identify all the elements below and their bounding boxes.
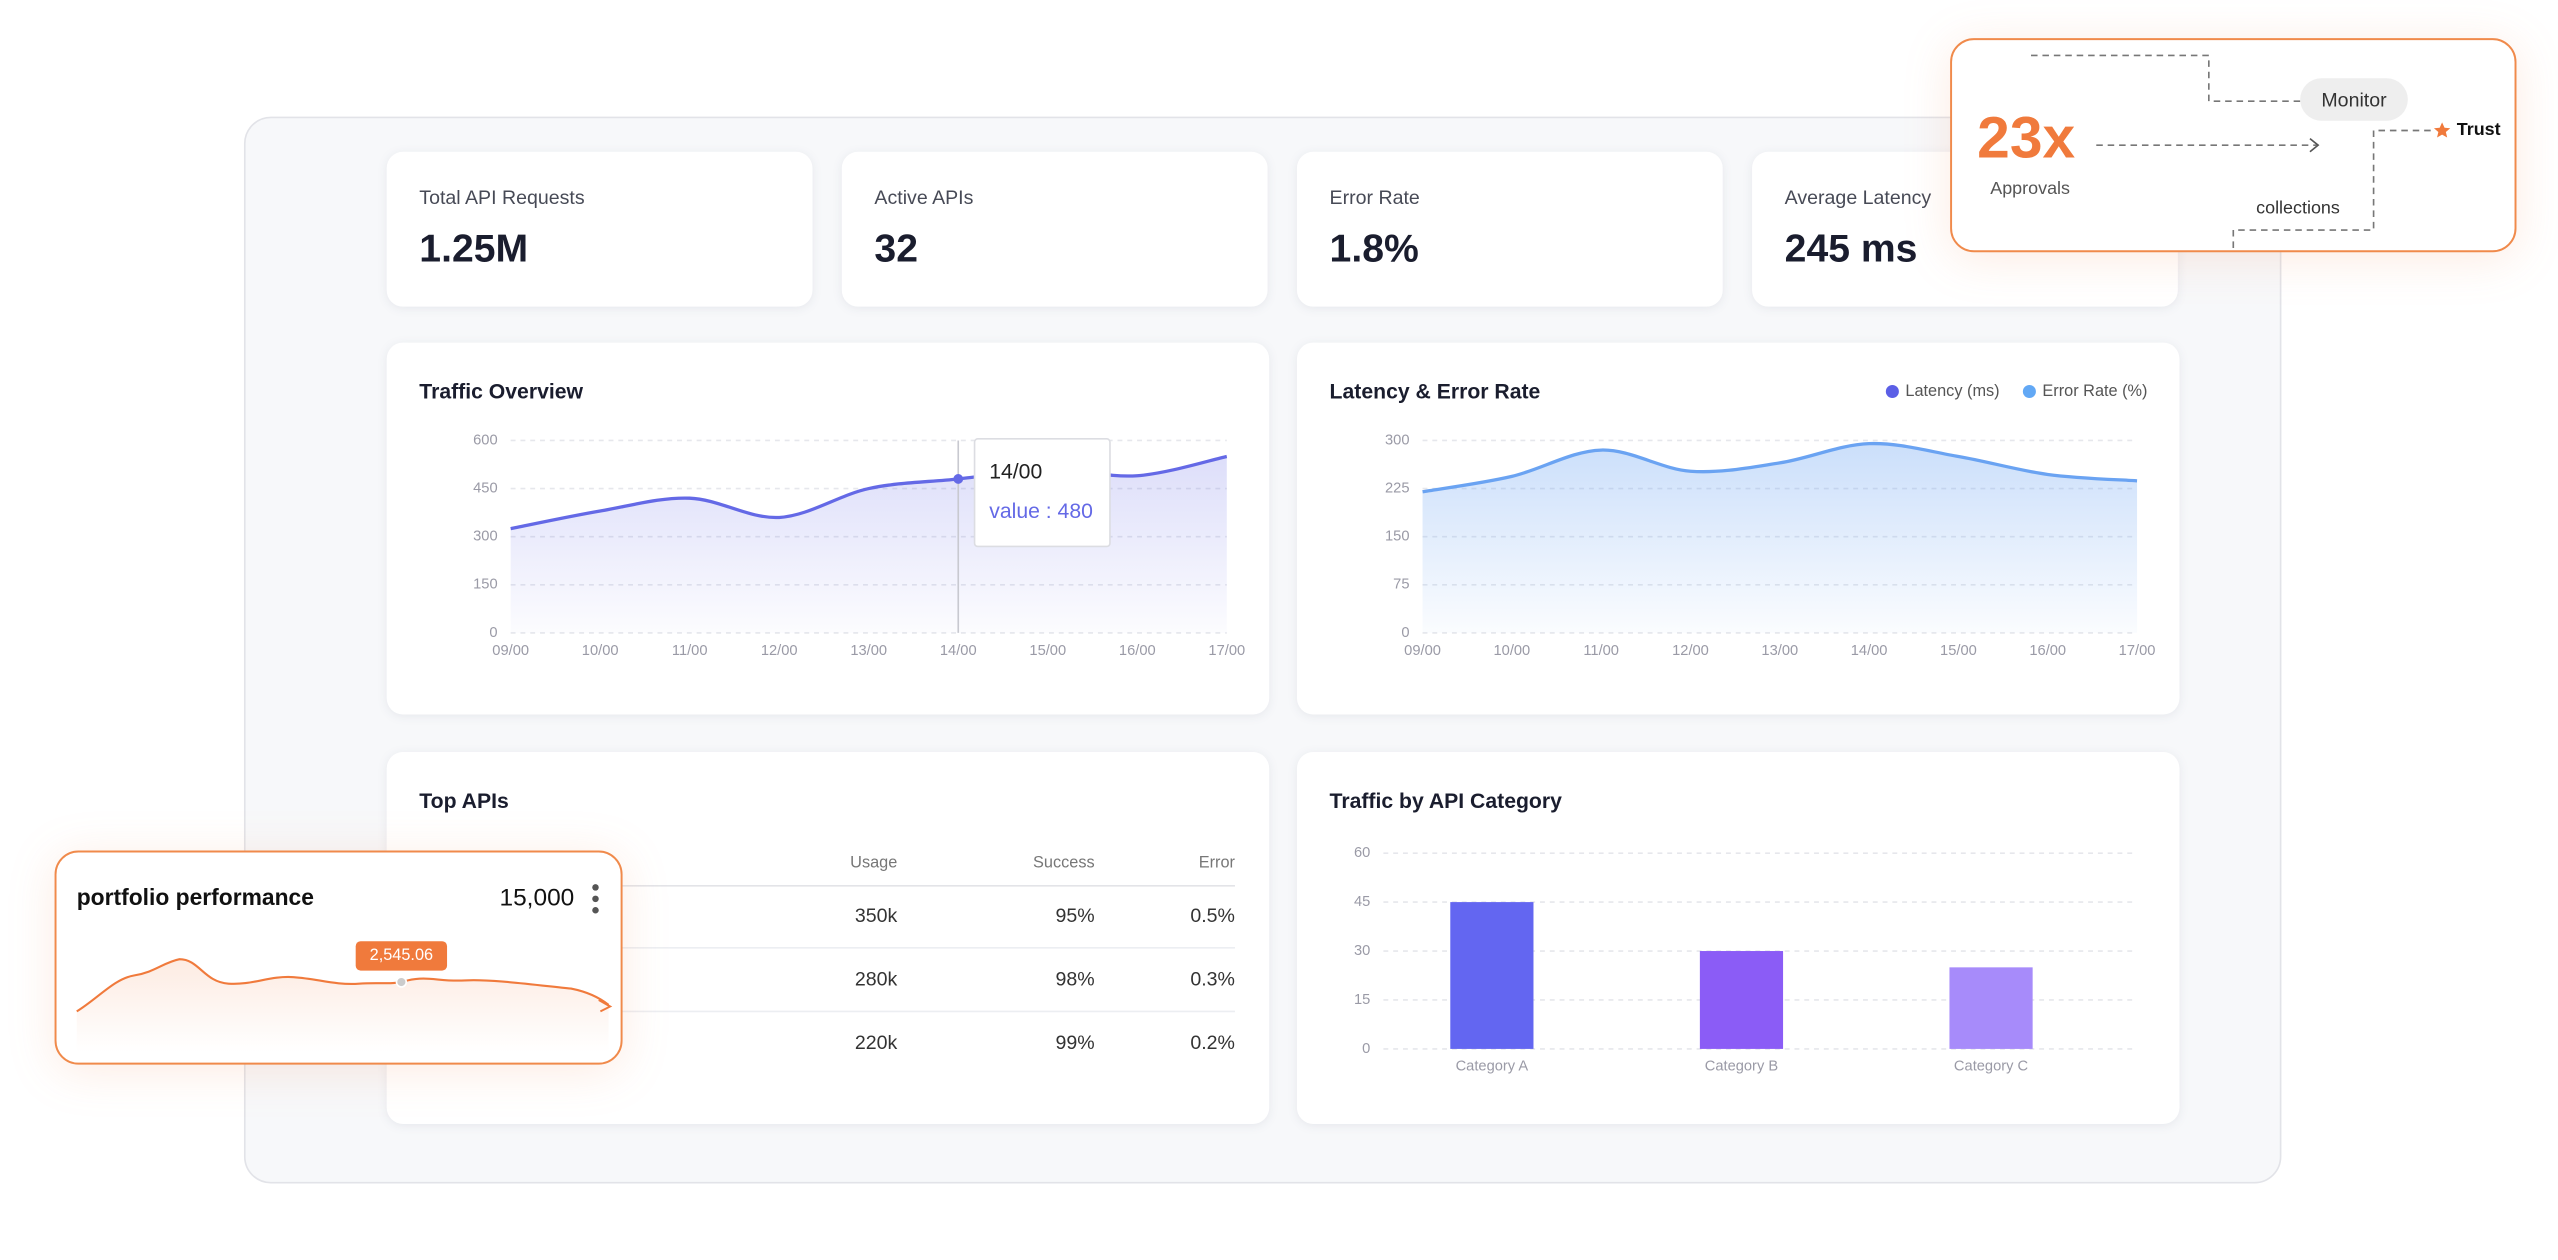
area <box>1422 443 2138 633</box>
x-tick-label: 15/00 <box>1940 643 1977 659</box>
x-tick-label: 13/00 <box>1761 643 1798 659</box>
y-tick-label: 0 <box>1401 625 1409 641</box>
x-tick-label: Category C <box>1954 1059 2029 1075</box>
kpi-value: 1.8% <box>1330 228 1419 271</box>
table-cell: 98% <box>1056 969 1095 991</box>
legend-dot <box>1885 384 1899 399</box>
x-tick-label: 17/00 <box>2119 643 2156 659</box>
tooltip-category: 14/00 <box>989 461 1042 484</box>
legend-label: Latency (ms) <box>1905 382 1999 400</box>
content: Total API Requests 1.25M Active APIs 32 Erro… <box>54 38 2517 1124</box>
y-tick-label: 150 <box>473 577 497 593</box>
table-cell: 95% <box>1056 905 1095 927</box>
y-tick-label: 45 <box>1354 894 1370 910</box>
portfolio-title: portfolio performance <box>77 884 314 910</box>
bar <box>1949 967 2033 1049</box>
chart-title: Latency & Error Rate <box>1330 381 1541 404</box>
x-tick-label: Category A <box>1456 1059 1529 1075</box>
sparkline <box>76 958 610 1013</box>
kpi-card <box>841 151 1268 307</box>
x-tick-label: 17/00 <box>1208 643 1245 659</box>
y-tick-label: 300 <box>1385 432 1409 448</box>
kpi-value: 1.25M <box>419 228 528 271</box>
chart-title: Traffic by API Category <box>1330 790 1563 813</box>
tooltip-point <box>953 474 964 484</box>
x-tick-label: 12/00 <box>1672 643 1709 659</box>
x-tick-label: 14/00 <box>1851 643 1888 659</box>
y-tick-label: 225 <box>1385 480 1409 496</box>
table-cell: 350k <box>855 905 898 927</box>
y-tick-label: 450 <box>473 480 497 496</box>
table-cell: 99% <box>1056 1032 1095 1054</box>
node-pill <box>2300 78 2408 121</box>
y-tick-label: 75 <box>1393 577 1409 593</box>
table-cell: 0.5% <box>1190 905 1235 927</box>
y-tick-label: 0 <box>1362 1041 1370 1057</box>
x-tick-label: 12/00 <box>761 643 798 659</box>
kpi-value: 32 <box>874 228 918 271</box>
kpi-card <box>1296 151 1723 307</box>
sparkline-arrow <box>598 999 613 1013</box>
kpi-card <box>386 151 813 307</box>
table-cell: 0.3% <box>1190 969 1235 991</box>
x-tick-label: 09/00 <box>492 643 529 659</box>
caption: Approvals <box>1990 178 2070 198</box>
node-label: collections <box>2256 198 2340 218</box>
kpi-label: Active APIs <box>874 187 973 209</box>
y-tick-label: 15 <box>1354 992 1370 1008</box>
table-cell: 0.2% <box>1190 1032 1235 1054</box>
menu-dot <box>592 895 599 903</box>
x-tick-label: 09/00 <box>1404 643 1441 659</box>
y-tick-label: 300 <box>473 529 497 545</box>
table-cell: 220k <box>855 1032 898 1054</box>
bar <box>1699 951 1784 1049</box>
y-tick-label: 60 <box>1354 845 1370 861</box>
x-tick-label: 10/00 <box>582 643 619 659</box>
table-title: Top APIs <box>419 790 508 813</box>
kpi-label: Average Latency <box>1785 187 1932 209</box>
star-icon <box>2433 122 2451 138</box>
table-header: Usage <box>850 853 897 871</box>
x-tick-label: 14/00 <box>940 643 977 659</box>
table-header: Success <box>1033 853 1095 871</box>
kpi-label: Error Rate <box>1330 187 1420 209</box>
legend-dot <box>2022 384 2036 399</box>
y-tick-label: 0 <box>489 625 497 641</box>
kpi-value: 245 ms <box>1785 228 1918 271</box>
node-label: Monitor <box>2321 89 2387 111</box>
tooltip-value: value : 480 <box>989 500 1093 523</box>
table-cell: 280k <box>855 969 898 991</box>
node-label: Trust <box>2457 119 2501 139</box>
sparkline-point <box>395 976 408 988</box>
headline: 23x <box>1977 105 2075 170</box>
x-tick-label: 13/00 <box>850 643 887 659</box>
x-tick-label: Category B <box>1705 1059 1779 1075</box>
menu-dot <box>592 906 599 914</box>
connector <box>2232 129 2431 248</box>
sparkline-area <box>76 959 609 1053</box>
x-tick-label: 11/00 <box>1583 643 1619 659</box>
x-tick-label: 10/00 <box>1494 643 1531 659</box>
menu-dot <box>592 884 599 891</box>
portfolio-total: 15,000 <box>499 884 574 911</box>
connector-arrow <box>2309 138 2320 153</box>
x-tick-label: 15/00 <box>1029 643 1066 659</box>
legend-label: Error Rate (%) <box>2042 382 2147 400</box>
marker-badge <box>355 941 448 971</box>
y-tick-label: 150 <box>1385 529 1409 545</box>
line <box>1422 441 2138 494</box>
x-tick-label: 11/00 <box>672 643 708 659</box>
y-tick-label: 600 <box>473 432 497 448</box>
marker-label: 2,545.06 <box>370 946 433 964</box>
table-header: Error <box>1199 853 1236 871</box>
y-tick-label: 30 <box>1354 943 1370 959</box>
kpi-label: Total API Requests <box>419 187 585 209</box>
tooltip-box <box>973 437 1111 548</box>
bar <box>1450 902 1534 1049</box>
chart-title: Traffic Overview <box>419 381 583 404</box>
x-tick-label: 16/00 <box>1119 643 1156 659</box>
x-tick-label: 16/00 <box>2029 643 2066 659</box>
